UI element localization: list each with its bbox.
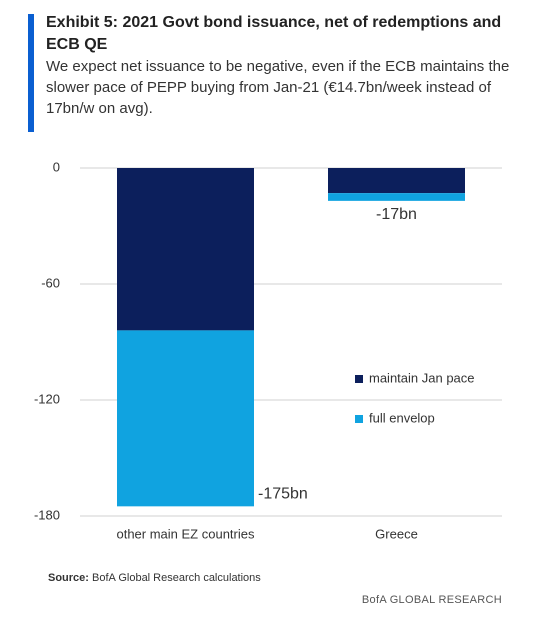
- bar-segment: [328, 193, 465, 201]
- legend-swatch: [355, 415, 363, 423]
- x-tick-label: other main EZ countries: [116, 526, 255, 541]
- y-tick-label: -120: [34, 391, 60, 406]
- source-label: Source:: [48, 572, 89, 584]
- chart-subtitle: We expect net issuance to be negative, e…: [46, 58, 510, 117]
- y-tick-label: 0: [53, 159, 60, 174]
- accent-bar: [28, 14, 34, 132]
- source-text: BofA Global Research calculations: [92, 572, 261, 584]
- chart-title: Exhibit 5: 2021 Govt bond issuance, net …: [46, 14, 502, 53]
- source: Source: BofA Global Research calculation…: [48, 572, 261, 584]
- y-tick-label: -180: [34, 507, 60, 522]
- bar-segment: [328, 168, 465, 194]
- data-label: -17bn: [376, 206, 417, 223]
- legend-label: maintain Jan pace: [369, 370, 475, 385]
- x-tick-label: Greece: [375, 526, 418, 541]
- header: Exhibit 5: 2021 Govt bond issuance, net …: [46, 12, 521, 119]
- legend-label: full envelop: [369, 410, 435, 425]
- y-tick-label: -60: [41, 275, 60, 290]
- legend-swatch: [355, 375, 363, 383]
- bar-segment: [117, 330, 254, 507]
- brand: BofA GLOBAL RESEARCH: [361, 594, 502, 606]
- data-label: -175bn: [258, 486, 308, 503]
- bar-segment: [117, 168, 254, 331]
